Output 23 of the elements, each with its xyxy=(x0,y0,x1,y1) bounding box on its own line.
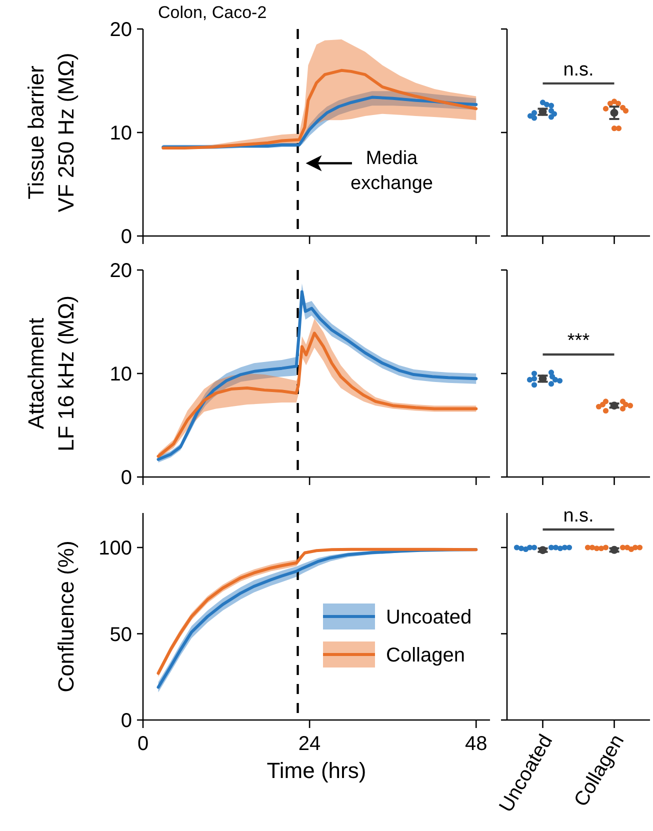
x-axis-title: Time (hrs) xyxy=(266,758,366,783)
y-tick-label: 20 xyxy=(110,19,132,41)
y-tick-label: 50 xyxy=(110,624,132,646)
y-axis-title: Tissue barrier VF 250 Hz (MΩ) xyxy=(24,52,79,212)
annotation: n.s. xyxy=(563,59,594,80)
y-tick-label: 0 xyxy=(120,467,132,489)
x-tick-label: 0 xyxy=(137,733,149,755)
x-tick-label: 48 xyxy=(464,733,488,755)
annotation: *** xyxy=(567,330,590,352)
legend-label: Uncoated xyxy=(386,606,472,628)
y-tick-label: 20 xyxy=(110,260,132,282)
y-tick-label: 0 xyxy=(120,710,132,732)
y-tick-label: 10 xyxy=(110,364,132,386)
x-tick-label: 24 xyxy=(298,733,321,755)
y-tick-label: 10 xyxy=(110,122,132,144)
annotation: n.s. xyxy=(563,506,594,526)
y-tick-label: 0 xyxy=(120,226,132,248)
annotation: Media exchange xyxy=(350,148,433,194)
chart-title: Colon, Caco-2 xyxy=(158,3,267,22)
y-tick-label: 100 xyxy=(98,538,132,560)
y-axis-title: Confluence (%) xyxy=(54,540,79,692)
y-axis-title: Attachment LF 16 kHz (MΩ) xyxy=(24,296,79,452)
legend-label: Collagen xyxy=(386,644,465,666)
